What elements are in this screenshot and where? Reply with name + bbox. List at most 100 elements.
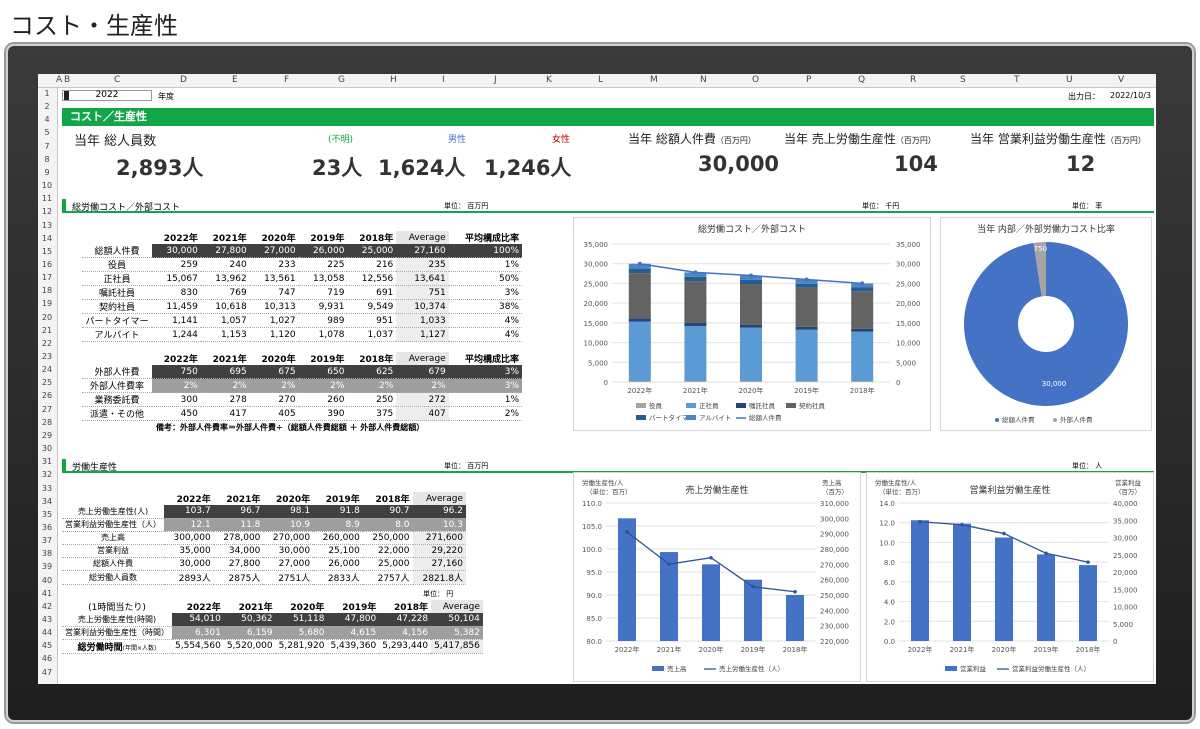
table-cell[interactable]: 2751人 — [263, 570, 314, 585]
table-cell[interactable]: 12.1 — [164, 518, 214, 532]
table-cell[interactable]: 54,010 — [172, 613, 224, 627]
year-input[interactable]: 2022 — [62, 90, 152, 101]
table-cell[interactable]: 650 — [298, 365, 348, 379]
table-cell[interactable]: 3% — [448, 378, 522, 393]
table-cell[interactable]: 989 — [298, 313, 348, 328]
table-cell[interactable]: 30,000 — [263, 544, 314, 558]
column-header-cell[interactable]: B — [64, 75, 71, 85]
table-cell[interactable]: 225 — [298, 257, 348, 272]
table-cell[interactable]: 10,374 — [396, 299, 449, 314]
row-header-cell[interactable]: 46 — [41, 654, 53, 664]
column-header-cell[interactable]: E — [232, 75, 238, 85]
row-header-cell[interactable]: 2 — [44, 102, 50, 112]
table-cell[interactable]: 34,000 — [213, 544, 264, 558]
table-cell[interactable]: 675 — [249, 365, 299, 379]
table-cell[interactable]: 1% — [448, 257, 522, 272]
table-cell[interactable]: 10.9 — [263, 518, 314, 532]
table-cell[interactable]: 695 — [200, 365, 250, 379]
table-cell[interactable]: 830 — [152, 285, 201, 300]
table-cell[interactable]: 300 — [152, 392, 201, 407]
table-cell[interactable]: 50,104 — [431, 613, 483, 627]
table-cell[interactable]: 240 — [200, 257, 250, 272]
table-cell[interactable]: 91.8 — [313, 505, 363, 519]
table-cell[interactable]: 1,244 — [152, 327, 201, 342]
column-header-cell[interactable]: R — [910, 75, 917, 85]
table-cell[interactable]: 417 — [200, 406, 250, 421]
table-cell[interactable]: 235 — [396, 257, 449, 272]
row-header-cell[interactable]: 1 — [44, 89, 50, 98]
row-header-cell[interactable]: 27 — [41, 404, 53, 414]
row-header-cell[interactable]: 14 — [41, 233, 53, 243]
column-header-cell[interactable]: M — [650, 75, 658, 85]
table-cell[interactable]: 5,293,440 — [379, 639, 432, 654]
table-cell[interactable]: 2% — [152, 378, 201, 393]
table-cell[interactable]: 10.3 — [412, 518, 466, 532]
row-header-cell[interactable]: 20 — [41, 312, 53, 322]
table-cell[interactable]: 38% — [448, 299, 522, 314]
table-cell[interactable]: 47,800 — [327, 613, 380, 627]
table-cell[interactable]: 96.2 — [412, 505, 466, 519]
table-cell[interactable]: 6,301 — [172, 626, 224, 640]
table-cell[interactable]: 5,281,920 — [275, 639, 328, 654]
row-header-cell[interactable]: 30 — [41, 444, 53, 454]
row-header-cell[interactable]: 16 — [41, 259, 53, 269]
row-header-cell[interactable]: 47 — [41, 667, 53, 677]
table-cell[interactable]: 13,641 — [396, 271, 449, 286]
row-header-cell[interactable]: 35 — [41, 509, 53, 519]
table-cell[interactable]: 390 — [298, 406, 348, 421]
row-header-cell[interactable]: 41 — [41, 588, 53, 598]
table-cell[interactable]: 90.7 — [362, 505, 413, 519]
row-header-cell[interactable]: 29 — [41, 430, 53, 440]
column-header-cell[interactable]: T — [1014, 75, 1020, 85]
table-cell[interactable]: 9,549 — [347, 299, 397, 314]
table-cell[interactable]: 13,962 — [200, 271, 250, 286]
table-cell[interactable]: 270 — [249, 392, 299, 407]
table-cell[interactable]: 27,000 — [263, 557, 314, 571]
table-cell[interactable]: 233 — [249, 257, 299, 272]
table-cell[interactable]: 4,156 — [379, 626, 432, 640]
column-header-cell[interactable]: G — [338, 75, 345, 85]
column-header-cell[interactable]: U — [1066, 75, 1073, 85]
table-cell[interactable]: 1,127 — [396, 327, 449, 342]
table-cell[interactable]: 216 — [347, 257, 397, 272]
table-cell[interactable]: 3% — [448, 365, 522, 379]
table-cell[interactable]: 5,680 — [275, 626, 328, 640]
table-cell[interactable]: 27,000 — [249, 244, 299, 258]
table-cell[interactable]: 1,153 — [200, 327, 250, 342]
row-header-cell[interactable]: 40 — [41, 575, 53, 585]
table-cell[interactable]: 103.7 — [164, 505, 214, 519]
table-cell[interactable]: 98.1 — [263, 505, 314, 519]
column-header-cell[interactable]: H — [390, 75, 397, 85]
row-header-cell[interactable]: 8 — [44, 154, 50, 164]
table-cell[interactable]: 96.7 — [213, 505, 264, 519]
table-cell[interactable]: 2821.8人 — [412, 570, 466, 585]
column-header-cell[interactable]: F — [284, 75, 290, 85]
cost-ratio-pie-chart[interactable]: 当年 内部／外部労働力コスト比率 30,000 750 総額人件費 外部人件費 — [940, 217, 1152, 431]
op-productivity-chart[interactable]: 営業利益労働生産性 労働生産性/人 （単位：百万） 営業利益 （百万） 14.0 12.0 1… — [866, 472, 1154, 682]
row-header-cell[interactable]: 24 — [41, 365, 53, 375]
row-header-cell[interactable]: 31 — [41, 457, 53, 467]
row-header-cell[interactable]: 17 — [41, 273, 53, 283]
row-header-cell[interactable]: 5 — [44, 128, 50, 138]
table-cell[interactable]: 26,000 — [298, 244, 348, 258]
sales-productivity-chart[interactable]: 売上労働生産性 労働生産性/人 （単位：百万） 売上高 （百万） 110.0 105.0 10… — [573, 472, 861, 682]
table-cell[interactable]: 405 — [249, 406, 299, 421]
table-cell[interactable]: 272 — [396, 392, 449, 407]
table-cell[interactable]: 260,000 — [313, 531, 363, 545]
table-cell[interactable]: 2893人 — [164, 570, 214, 585]
column-header-cell[interactable]: O — [752, 75, 760, 85]
table-cell[interactable]: 407 — [396, 406, 449, 421]
table-cell[interactable]: 769 — [200, 285, 250, 300]
table-cell[interactable]: 26,000 — [313, 557, 363, 571]
table-cell[interactable]: 47,228 — [379, 613, 432, 627]
row-header-cell[interactable]: 4 — [44, 115, 50, 125]
table-cell[interactable]: 5,554,560 — [172, 639, 224, 654]
table-cell[interactable]: 4,615 — [327, 626, 380, 640]
table-cell[interactable]: 300,000 — [164, 531, 214, 545]
row-header-cell[interactable]: 9 — [44, 167, 50, 177]
table-cell[interactable]: 1,027 — [249, 313, 299, 328]
table-cell[interactable]: 691 — [347, 285, 397, 300]
table-cell[interactable]: 22,000 — [362, 544, 413, 558]
row-header-cell[interactable]: 18 — [41, 286, 53, 296]
table-cell[interactable]: 2% — [396, 378, 449, 393]
